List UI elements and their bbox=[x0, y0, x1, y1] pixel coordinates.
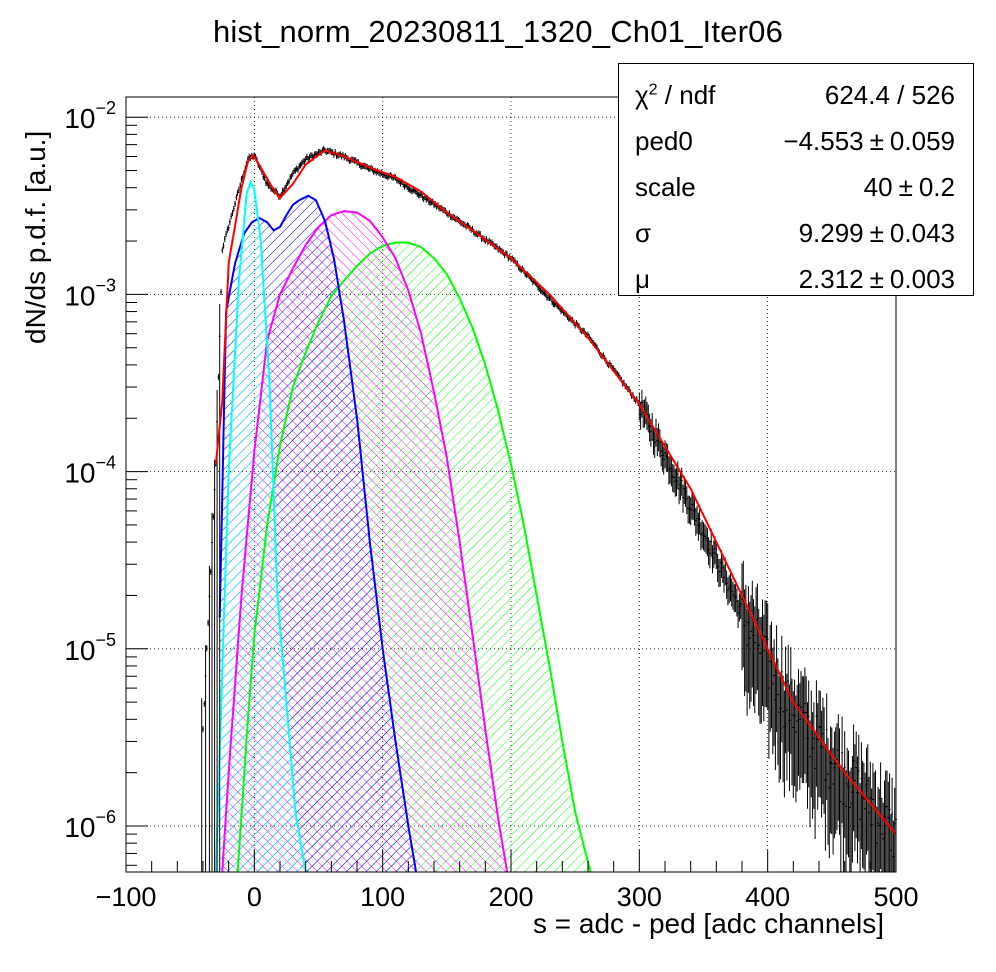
y-tick-label: 10−6 bbox=[64, 807, 116, 843]
stats-row-scale: scale 40 ±0.2 bbox=[619, 164, 975, 210]
y-tick-exponent: −3 bbox=[95, 275, 116, 295]
x-tick-label: 400 bbox=[745, 882, 790, 912]
y-tick-base: 10 bbox=[64, 458, 95, 489]
stats-name: μ bbox=[635, 264, 650, 294]
stats-error: 0.059 bbox=[889, 126, 955, 156]
fit-curve bbox=[214, 149, 897, 835]
y-tick-exponent: −6 bbox=[95, 807, 116, 827]
y-tick-label: 10−2 bbox=[64, 98, 116, 134]
chart-title: hist_norm_20230811_1320_Ch01_Iter06 bbox=[212, 14, 784, 49]
x-tick-label: 200 bbox=[488, 882, 533, 912]
stats-value: 40 bbox=[863, 172, 893, 202]
y-tick-label: 10−3 bbox=[64, 275, 116, 311]
stats-name: χ bbox=[635, 80, 649, 110]
stats-error: 0.003 bbox=[889, 264, 955, 294]
x-tick-label: 300 bbox=[617, 882, 662, 912]
stats-value: 624.4 / 526 bbox=[824, 80, 955, 110]
stats-name-suffix: / ndf bbox=[657, 80, 716, 110]
x-tick-label: 0 bbox=[247, 882, 262, 912]
plus-minus-symbol: ± bbox=[869, 218, 884, 248]
x-axis-label: s = adc - ped [adc channels] bbox=[533, 908, 884, 939]
plus-minus-symbol: ± bbox=[869, 126, 884, 156]
y-tick-base: 10 bbox=[64, 280, 95, 311]
plus-minus-symbol: ± bbox=[869, 264, 884, 294]
stats-error: 0.043 bbox=[889, 218, 955, 248]
y-tick-base: 10 bbox=[64, 812, 95, 843]
y-tick-exponent: −4 bbox=[95, 453, 116, 473]
third-pe-component-curve bbox=[236, 241, 592, 873]
stats-value: −4.553 bbox=[783, 126, 864, 156]
pedestal-component-curve bbox=[214, 179, 307, 873]
component-fills bbox=[215, 182, 591, 873]
stats-value: 2.312 bbox=[798, 264, 864, 294]
pedestal-component-fill bbox=[215, 182, 306, 873]
fit-stats-box: χ2 / ndf 624.4 / 526 ped0 −4.553 ±0.059 s… bbox=[618, 63, 974, 296]
y-tick-exponent: −5 bbox=[95, 630, 116, 650]
y-tick-base: 10 bbox=[64, 103, 95, 134]
stats-name: ped0 bbox=[635, 126, 693, 156]
stats-name: scale bbox=[635, 172, 696, 202]
y-tick-exponent: −2 bbox=[95, 98, 116, 118]
plus-minus-symbol: ± bbox=[898, 172, 913, 202]
second-pe-component-curve bbox=[221, 210, 509, 873]
y-tick-label: 10−4 bbox=[64, 453, 116, 489]
x-tick-label: −100 bbox=[96, 882, 157, 912]
x-tick-label: 100 bbox=[360, 882, 405, 912]
stats-row-sigma: σ 9.299 ±0.043 bbox=[619, 210, 975, 256]
stats-row-chi2: χ2 / ndf 624.4 / 526 bbox=[619, 72, 975, 118]
stats-row-ped0: ped0 −4.553 ±0.059 bbox=[619, 118, 975, 164]
component-curves bbox=[214, 179, 592, 873]
stats-name-sup: 2 bbox=[648, 81, 658, 99]
first-pe-component-curve bbox=[218, 194, 417, 873]
y-tick-base: 10 bbox=[64, 635, 95, 666]
y-axis-label: dN/ds p.d.f. [a.u.] bbox=[20, 130, 51, 344]
fit-curve-group bbox=[214, 149, 897, 835]
stats-name: σ bbox=[635, 218, 652, 248]
stats-error: 0.2 bbox=[918, 172, 955, 202]
y-tick-label: 10−5 bbox=[64, 630, 116, 666]
stats-value: 9.299 bbox=[798, 218, 864, 248]
x-tick-label: 500 bbox=[873, 882, 918, 912]
stats-row-mu: μ 2.312 ±0.003 bbox=[619, 256, 975, 302]
